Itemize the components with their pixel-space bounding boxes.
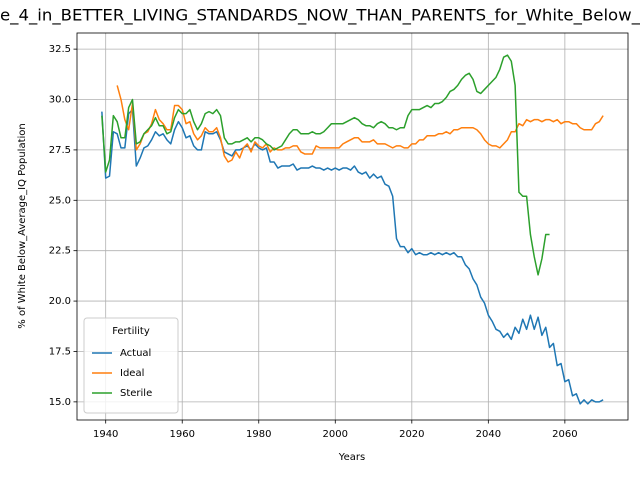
x-tick-label: 2020 [399, 429, 424, 440]
chart-title: e_4_in_BETTER_LIVING_STANDARDS_NOW_THAN_… [0, 6, 640, 26]
x-tick-label: 1940 [93, 429, 118, 440]
x-axis-label: Years [338, 452, 365, 463]
y-axis-label: % of White Below_Average_IQ Population [17, 123, 28, 328]
y-tick-label: 22.5 [49, 246, 71, 257]
y-tick-label: 17.5 [49, 346, 71, 357]
x-tick-label: 2040 [476, 429, 501, 440]
x-tick-label: 1980 [246, 429, 271, 440]
y-tick-label: 27.5 [49, 145, 71, 156]
x-tick-label: 1960 [169, 429, 194, 440]
x-tick-label: 2060 [552, 429, 577, 440]
y-tick-label: 20.0 [49, 296, 71, 307]
series-line [116, 85, 604, 163]
y-tick-label: 25.0 [49, 195, 71, 206]
legend-title: Fertility [112, 326, 150, 337]
series-line [101, 108, 604, 405]
series-line [101, 54, 550, 276]
y-tick-label: 32.5 [49, 44, 71, 55]
legend-label: Ideal [120, 368, 144, 379]
x-tick-label: 2000 [323, 429, 348, 440]
plot-frame [76, 32, 629, 421]
legend-box [83, 317, 179, 414]
y-tick-label: 15.0 [49, 397, 71, 408]
y-tick-label: 30.0 [49, 95, 71, 106]
legend: Fertility Actual Ideal Sterile [83, 317, 179, 414]
legend-label: Sterile [120, 388, 152, 399]
legend-label: Actual [120, 348, 151, 359]
